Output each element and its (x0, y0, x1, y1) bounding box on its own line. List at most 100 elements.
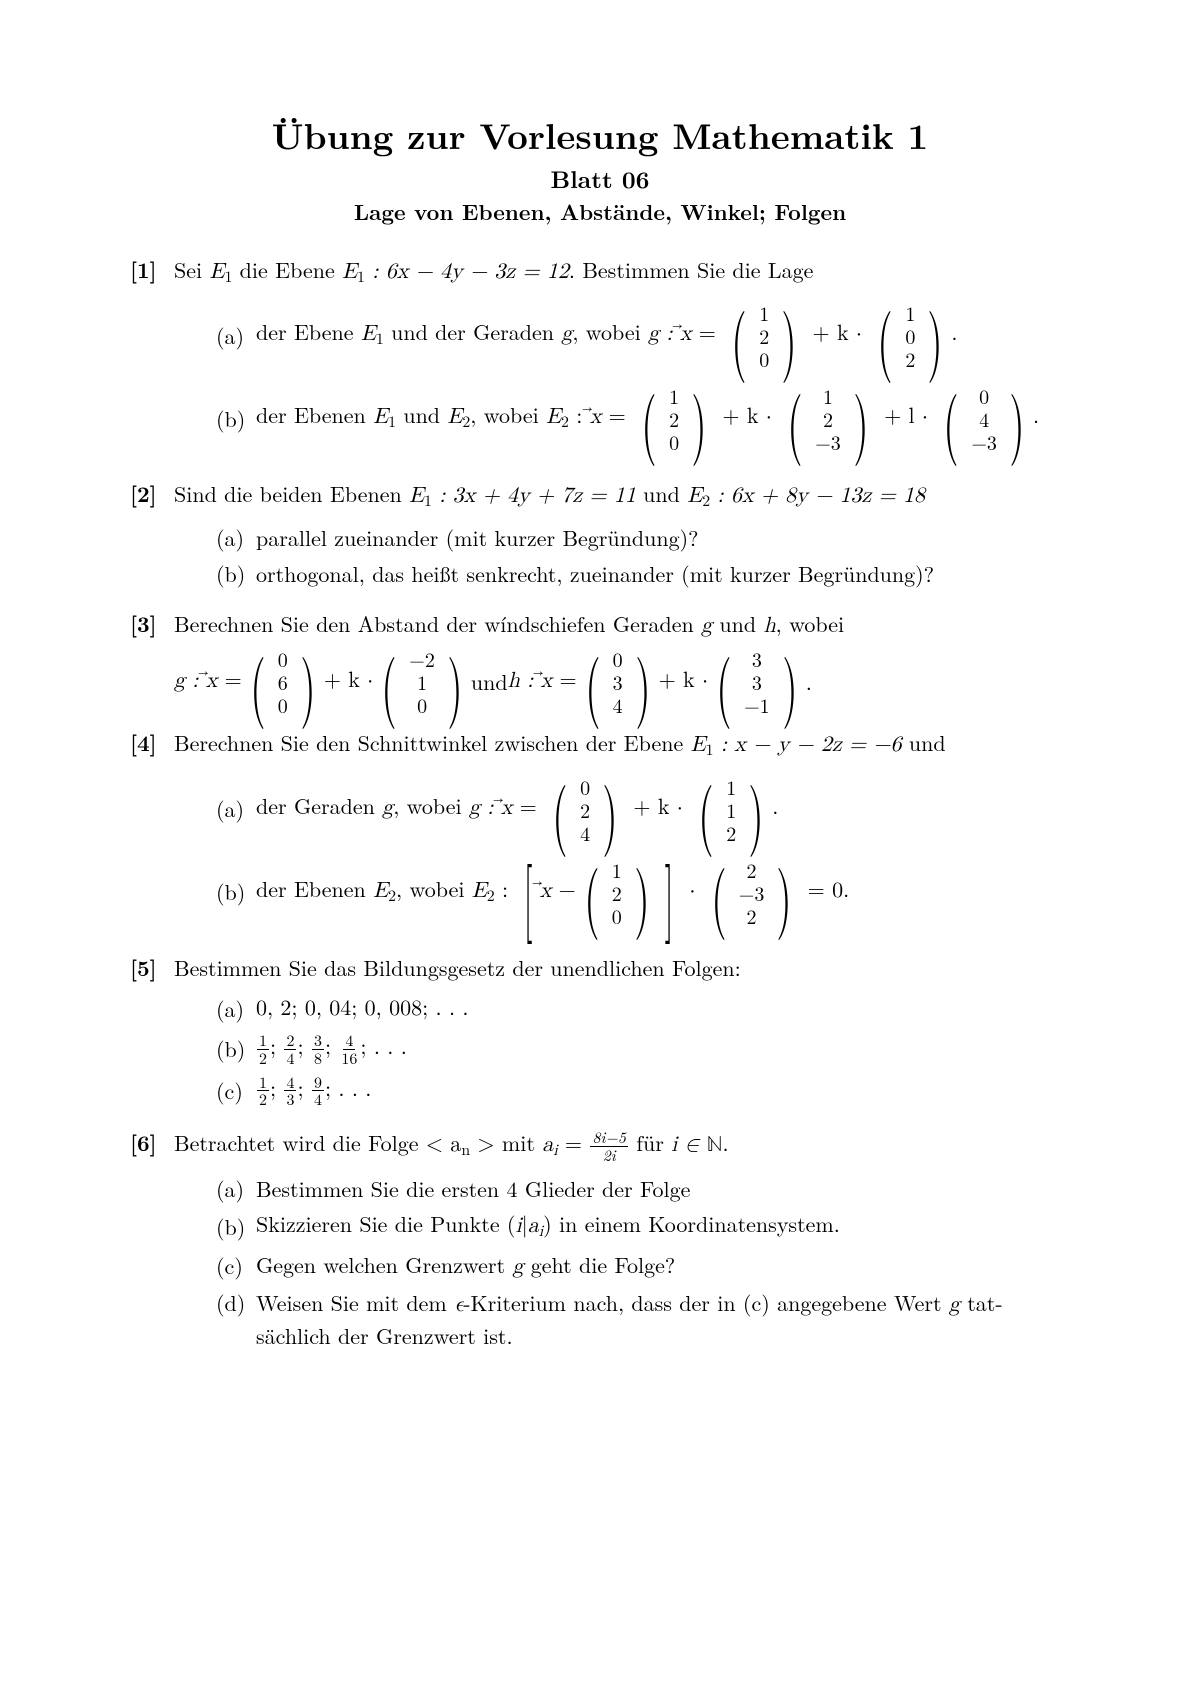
var: E (409, 485, 424, 507)
sub-label: (b) (216, 1034, 256, 1064)
n: 0 (417, 693, 427, 716)
page-title: Übung zur Vorlesung Mathematik 1 (130, 110, 1070, 159)
sub: 1 (388, 415, 396, 431)
vector: (120) (635, 382, 713, 455)
text: der Ebene (256, 316, 361, 347)
text: Sei (174, 254, 209, 285)
sub-a: (a) parallel zueinander (mit kurzer Begr… (216, 523, 1070, 553)
text: -Kriterium nach, dass der in (c) angegeb… (463, 1287, 949, 1318)
frac: 94 (312, 1074, 324, 1109)
problem-6: [6] Betrachtet wird die Folge < an > mit… (130, 1128, 1070, 1357)
eq: = (691, 323, 723, 345)
sub-a: (a) der Geraden g, wobei g : x = (024) +… (216, 773, 1070, 846)
var: g (512, 1256, 523, 1278)
end: . (1033, 399, 1039, 430)
sub-label: (c) (216, 1076, 256, 1106)
n: 2 (905, 347, 915, 370)
sub-b: (b) orthogonal, das heißt senkrecht, zue… (216, 559, 1070, 589)
sub: 2 (702, 494, 710, 510)
text: , wobei (396, 873, 472, 904)
frac: 24 (284, 1032, 296, 1067)
frac: 8i−52i (590, 1129, 628, 1164)
plus-k: + k · (324, 667, 373, 697)
sep: ; (297, 1072, 310, 1103)
n: −3 (815, 430, 841, 453)
sub-b: (b) der Ebenen E2, wobei E2 : [x − (120)… (216, 856, 1070, 929)
end: . (722, 1127, 728, 1158)
var: a (528, 1215, 539, 1237)
text: Gegen welchen Grenzwert (256, 1249, 512, 1280)
text: und (396, 399, 447, 430)
eq: = (217, 670, 241, 692)
var: h (763, 615, 775, 637)
vector: (04−3) (937, 382, 1031, 455)
text: der Ebenen (256, 873, 373, 904)
eq0: = 0. (800, 880, 849, 902)
text: Weisen Sie mit dem (256, 1287, 454, 1318)
n: 2 (747, 904, 757, 927)
sep: ; (297, 1030, 310, 1061)
eq: : x − y − 2z = −6 (714, 734, 902, 756)
plus-k: + k · (659, 667, 708, 697)
sub-list: (a) der Geraden g, wobei g : x = (024) +… (174, 773, 1070, 929)
end: ; . . . (360, 1030, 406, 1061)
sub-body: der Ebenen E1 und E2, wobei E2 : x = (12… (256, 382, 1070, 455)
n: 0 (759, 347, 769, 370)
plus-l: + l · (877, 406, 936, 428)
sep: ; (270, 1072, 283, 1103)
n: 2i (601, 1147, 618, 1164)
text: für (629, 1127, 671, 1158)
problem-body: Sind die beiden Ebenen E1 : 3x + 4y + 7z… (174, 479, 1070, 595)
n: 8 (312, 1050, 324, 1067)
plus-k: + k · (626, 797, 690, 819)
sub-label: (b) (216, 877, 256, 907)
plus-k: + k · (715, 406, 779, 428)
n: 3 (284, 1091, 296, 1108)
text: , wobei (470, 399, 546, 430)
eq: = (552, 670, 576, 692)
sub: 2 (561, 415, 569, 431)
n: 16 (339, 1050, 359, 1067)
sub-body: der Geraden g, wobei g : x = (024) + k ·… (256, 773, 1070, 846)
text: Bestimmen Sie das Bildungsgesetz der une… (174, 952, 741, 983)
eq: = (512, 797, 544, 819)
frac: 43 (284, 1074, 296, 1109)
seq: > (470, 1134, 494, 1156)
vector: (102) (871, 299, 949, 372)
n: 4 (613, 693, 623, 716)
var: E (472, 880, 487, 902)
iin: i ∈ (671, 1134, 706, 1156)
sub-label: (a) (216, 994, 256, 1024)
text: ) in einem Koordinatensystem. (543, 1208, 840, 1239)
sub-label: (d) (216, 1288, 256, 1318)
sub-b: (b) der Ebenen E1 und E2, wobei E2 : x =… (216, 382, 1070, 455)
problem-5: [5] Bestimmen Sie das Bildungsgesetz der… (130, 953, 1070, 1115)
text: und (636, 478, 687, 509)
frac: 416 (339, 1032, 359, 1067)
var: E (447, 406, 462, 428)
n: −3 (971, 430, 997, 453)
g-def: g : (469, 797, 501, 819)
sub-c: (c) Gegen welchen Grenzwert g geht die F… (216, 1250, 1070, 1283)
sub: 1 (376, 332, 384, 348)
vector: (060) (244, 645, 322, 718)
page: Übung zur Vorlesung Mathematik 1 Blatt 0… (0, 0, 1200, 1451)
frac: 12 (257, 1032, 269, 1067)
problem-number: [1] (130, 255, 174, 465)
problem-body: Berechnen Sie den Schnittwinkel zwischen… (174, 728, 1070, 938)
vector: (112) (692, 773, 770, 846)
text: und (902, 727, 946, 758)
end: ; . . . (325, 1072, 371, 1103)
n: 2 (257, 1050, 269, 1067)
var: E (209, 261, 224, 283)
nat: ℕ (707, 1134, 723, 1156)
sep: ; (325, 1030, 338, 1061)
sub: 2 (487, 889, 495, 905)
text: der Geraden (256, 790, 382, 821)
x-vec: x (540, 877, 552, 907)
text: und der Geraden (384, 316, 562, 347)
sub: 2 (388, 889, 396, 905)
var: g (561, 323, 572, 345)
problem-number: [2] (130, 479, 174, 595)
seq: < a (426, 1134, 461, 1156)
